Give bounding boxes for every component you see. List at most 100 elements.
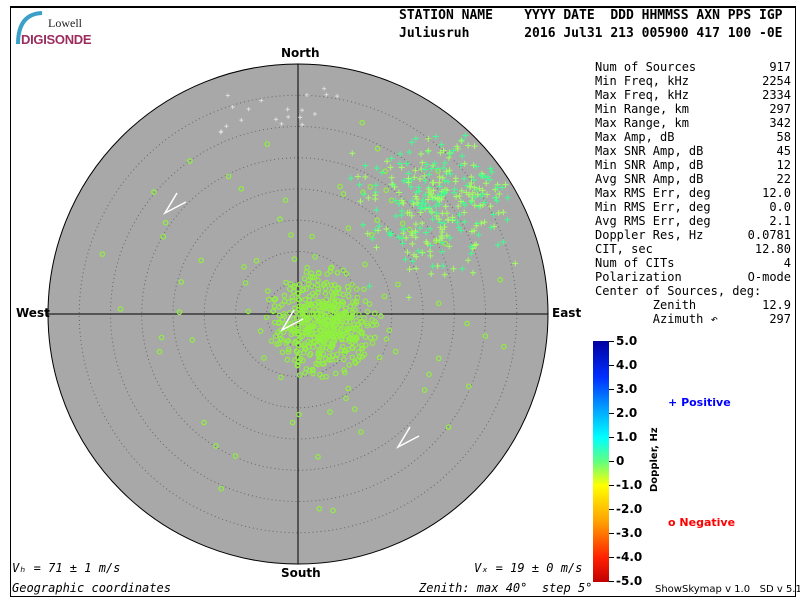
source-positive [494,242,501,249]
source-negative [341,350,348,357]
source-positive [465,142,472,149]
source-negative [306,306,313,312]
source-positive [512,260,519,267]
source-positive [418,205,425,212]
source-positive [432,194,439,201]
source-negative [341,369,348,376]
source-positive [417,150,424,157]
version-info: ShowSkymap v 1.0 SD v 5.1 [655,584,800,595]
source-positive [409,258,416,265]
velocity-arrow-icon [279,309,304,332]
source-negative [283,279,289,286]
source-negative [336,331,343,338]
source-positive [495,210,502,217]
source-positive [357,198,364,205]
source-negative [342,305,349,312]
source-positive [406,149,413,156]
colorbar-tick: 4.0 [609,358,637,372]
source-positive [434,262,441,269]
source-positive [413,189,420,196]
source-positive [372,189,379,196]
source-negative [225,173,232,180]
source-negative [295,325,302,331]
source-positive [425,135,432,142]
source-positive [398,197,405,204]
source-negative [343,395,349,402]
source-positive [455,203,462,210]
colorbar-tick: 0 [609,454,624,468]
stat-row: Max RMS Err, deg 12.0 [595,186,791,200]
source-negative [445,424,452,431]
source-negative [315,269,322,276]
source-positive [230,104,235,109]
source-negative [326,357,332,363]
source-negative [296,306,303,313]
source-positive [437,192,444,199]
source-negative [189,337,196,344]
source-positive [479,187,486,194]
source-positive [446,167,453,174]
source-positive [422,191,429,198]
source-negative [326,313,332,319]
source-positive [369,235,376,242]
source-negative [332,370,339,377]
source-positive [393,212,400,219]
source-positive [403,234,410,241]
source-negative [328,282,335,289]
header-values: Juliusruh 2016 Jul31 213 005900 417 100 … [399,26,783,41]
source-negative [312,307,319,314]
source-positive [354,173,361,180]
source-negative [264,141,271,147]
stat-row: Min RMS Err, deg 0.0 [595,200,791,214]
source-negative [241,264,247,270]
source-negative [356,354,363,360]
source-negative [341,322,347,328]
logo-line2: DIGISONDE [21,32,92,47]
source-negative [278,374,284,381]
source-positive [440,147,447,154]
source-negative [321,361,327,367]
source-negative [338,321,344,328]
source-positive [482,174,489,181]
source-negative [386,327,393,334]
source-negative [329,315,336,322]
source-positive [449,214,456,221]
source-negative [156,348,163,355]
source-negative [346,335,353,341]
source-negative [201,419,207,426]
stat-row: Min Freq, kHz 2254 [595,74,791,88]
source-negative [323,296,330,303]
source-negative [353,318,360,324]
source-positive [407,183,414,190]
source-negative [313,327,319,333]
source-negative [303,366,310,372]
source-positive [376,223,383,230]
source-negative [296,296,303,303]
source-positive [423,161,430,168]
source-negative [275,320,282,327]
source-negative [275,329,281,336]
source-negative [337,183,343,190]
source-positive [442,189,449,196]
source-positive [411,174,418,181]
source-negative [303,285,310,292]
source-negative [288,331,295,338]
source-negative [277,216,283,222]
source-positive [422,200,429,207]
source-negative [315,361,321,368]
south-label: South [281,566,321,580]
skymap [47,63,549,565]
source-negative [349,345,356,352]
source-negative [362,342,369,348]
source-positive [360,221,367,228]
source-negative [245,308,252,315]
source-negative [349,339,356,346]
source-negative [288,232,294,238]
source-negative [367,335,374,341]
source-positive [300,122,305,127]
source-negative [329,304,335,311]
colorbar-tick: 3.0 [609,382,637,396]
colorbar-tick: 2.0 [609,406,637,420]
stat-row: CIT, sec 12.80 [595,242,791,256]
source-positive [439,229,446,236]
